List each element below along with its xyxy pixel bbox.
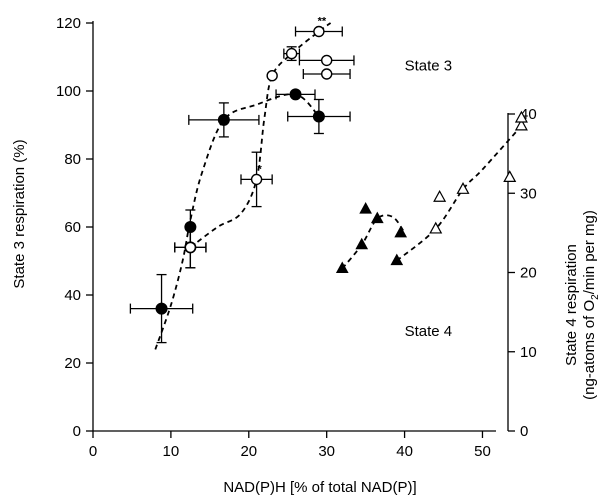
series-2-point-2 <box>250 173 263 186</box>
series-2-point-6 <box>320 54 333 67</box>
y-axis-left-label: State 3 respiration (%) <box>11 139 28 288</box>
significance-mark-1: ** <box>318 16 327 28</box>
x-tick-label: 40 <box>396 443 413 460</box>
series-2-curve <box>189 22 332 249</box>
series-4-point-5 <box>514 118 528 131</box>
y-axis-right-label-line2-pre: (ng-atoms of O <box>581 300 598 400</box>
series-4-point-1 <box>429 221 443 234</box>
y-axis-right-label-line2-sub: 2 <box>590 294 601 300</box>
series-1-point-6 <box>312 110 325 123</box>
x-axis-label: NAD(P)H [% of total NAD(P)] <box>223 479 416 496</box>
series-3-point-6 <box>390 253 404 266</box>
error-bars <box>129 26 355 344</box>
series-3-point-4 <box>370 211 384 224</box>
y-left-tick-label: 20 <box>64 355 81 372</box>
y-axis-right-label-line2: (ng-atoms of O2/min per mg) <box>581 210 601 400</box>
y-left-tick-label: 100 <box>56 83 81 100</box>
series-1-point-5 <box>289 88 302 101</box>
series-3-curve <box>341 214 406 270</box>
series-2-point-3 <box>266 69 278 82</box>
fit-curves <box>154 22 523 350</box>
data-markers <box>155 25 528 315</box>
series-4-point-2 <box>433 189 447 202</box>
y-left-tick-label: 60 <box>64 219 81 236</box>
x-tick-label: 20 <box>240 443 257 460</box>
y-right-tick-label: 10 <box>520 344 537 361</box>
series-2-point-7 <box>320 68 333 80</box>
y-axis-right-label-line2-post: /min per mg) <box>581 210 598 294</box>
series-2-point-4 <box>285 47 298 60</box>
annotation-2: State 4 <box>405 323 453 340</box>
y-left-tick-label: 80 <box>64 151 81 168</box>
x-tick-label: 0 <box>89 443 97 460</box>
x-tick-label: 10 <box>163 443 180 460</box>
series-2-point-5 <box>313 25 325 38</box>
y-axis-right-label-line1: State 4 respiration <box>563 244 580 366</box>
series-1-point-4 <box>217 113 230 126</box>
series-3-point-3 <box>359 202 372 214</box>
series-3-point-2 <box>355 237 369 250</box>
series-4-point-4 <box>503 170 517 182</box>
series-3-point-1 <box>335 261 349 274</box>
annotation-1: State 3 <box>405 58 453 75</box>
y-right-tick-label: 20 <box>520 265 537 282</box>
series-1-point-1 <box>155 302 168 315</box>
y-left-tick-label: 120 <box>56 15 81 32</box>
y-right-tick-label: 30 <box>520 185 537 202</box>
series-4-point-6 <box>514 110 528 123</box>
series-3-point-5 <box>394 225 408 238</box>
series-4-point-3 <box>456 182 470 194</box>
series-1-curve <box>154 93 320 350</box>
series-1-point-3 <box>184 221 197 233</box>
y-left-tick-label: 40 <box>64 287 81 304</box>
chart-labels: NAD(P)H [% of total NAD(P)] State 3 resp… <box>11 16 601 497</box>
x-tick-label: 30 <box>318 443 335 460</box>
significance-mark-2: * <box>257 163 262 175</box>
y-right-tick-label: 0 <box>520 423 528 440</box>
x-tick-label: 50 <box>474 443 491 460</box>
y-left-tick-label: 0 <box>73 423 81 440</box>
series-2-point-1 <box>184 241 197 254</box>
